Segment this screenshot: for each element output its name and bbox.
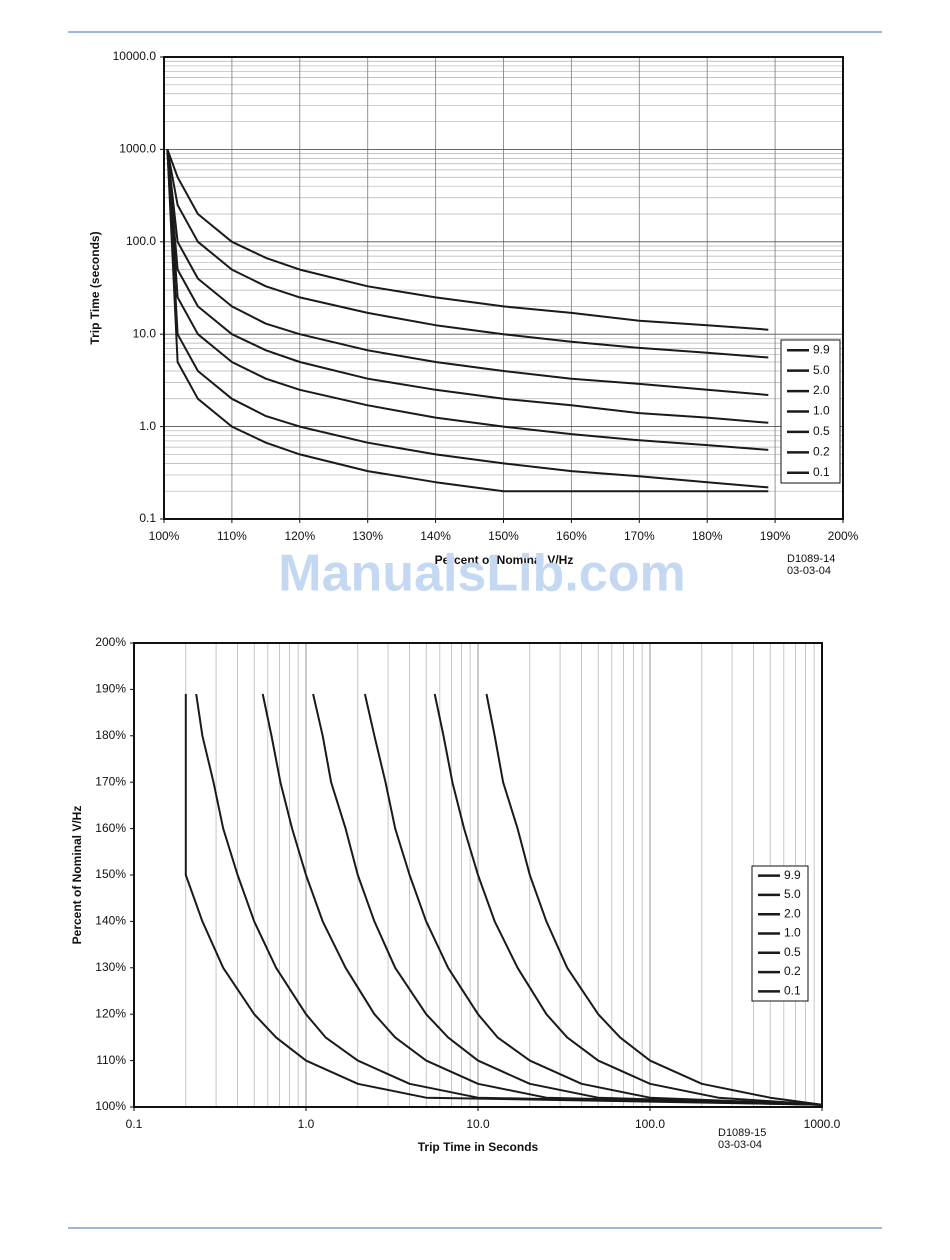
y-tick-label: 170% [95,774,126,788]
y-tick-label: 180% [95,728,126,742]
legend-label: 2.0 [813,383,830,397]
series-line [166,149,769,396]
x-tick-label: 160% [556,529,587,543]
legend-label: 9.9 [813,342,830,356]
y-tick-label: 130% [95,960,126,974]
x-axis-label: Percent of Nominal V/Hz [435,553,574,567]
series-line [166,149,769,493]
y-axis-label: Trip Time (seconds) [88,231,102,344]
x-tick-label: 170% [624,529,655,543]
y-tick-label: 10000.0 [113,49,157,63]
series-line [433,693,823,1106]
legend-label: 0.2 [813,445,830,459]
y-tick-label: 1000.0 [119,142,156,156]
figure-code: D1089-15 [718,1127,766,1139]
x-tick-label: 200% [828,529,859,543]
series-line [363,693,823,1106]
y-tick-label: 140% [95,914,126,928]
y-tick-label: 0.1 [139,511,156,525]
x-tick-label: 1000.0 [804,1117,841,1131]
legend-label: 0.5 [813,424,830,438]
x-tick-label: 100.0 [635,1117,665,1131]
figure-date: 03-03-04 [787,565,831,577]
y-tick-label: 110% [96,1053,126,1067]
legend-label: 1.0 [813,404,830,418]
plot-frame [163,56,844,520]
series-line [312,693,823,1106]
x-tick-label: 0.1 [126,1117,143,1131]
legend-label: 0.1 [784,984,801,998]
x-tick-label: 10.0 [466,1117,490,1131]
y-axis-label: Percent of Nominal V/Hz [70,806,84,945]
x-tick-label: 150% [488,529,519,543]
y-tick-label: 120% [95,1006,126,1020]
y-tick-label: 10.0 [133,326,157,340]
figure-code: D1089-14 [787,553,835,565]
series-line [195,693,823,1106]
legend-label: 9.9 [784,868,801,882]
x-tick-label: 180% [692,529,723,543]
legend-label: 0.5 [784,945,801,959]
series-line [166,149,769,359]
legend-label: 0.2 [784,964,801,978]
plot-frame [133,642,823,1108]
figure-date: 03-03-04 [718,1139,762,1151]
series-line [166,149,769,489]
series-line [184,694,823,1106]
x-axis-label: Trip Time in Seconds [418,1140,539,1154]
x-tick-label: 190% [760,529,791,543]
y-tick-label: 1.0 [139,419,156,433]
series-line [166,149,769,451]
series-line [261,693,823,1106]
watermark: ManualsLib.com [278,545,685,603]
x-tick-label: 120% [284,529,315,543]
y-tick-label: 150% [95,867,126,881]
x-tick-label: 130% [352,529,383,543]
y-tick-label: 160% [95,821,126,835]
legend-label: 5.0 [784,887,801,901]
legend-label: 1.0 [784,926,801,940]
x-tick-label: 1.0 [298,1117,315,1131]
x-tick-label: 110% [217,529,247,543]
y-tick-label: 190% [95,682,126,696]
y-tick-label: 100% [95,1099,126,1113]
legend-label: 0.1 [813,465,830,479]
x-tick-label: 100% [149,529,180,543]
series-line [166,149,769,331]
y-tick-label: 100.0 [126,234,156,248]
series-line [485,693,823,1106]
y-tick-label: 200% [95,635,126,649]
series-line [166,149,769,424]
x-tick-label: 140% [420,529,451,543]
legend-label: 5.0 [813,363,830,377]
legend-label: 2.0 [784,906,801,920]
